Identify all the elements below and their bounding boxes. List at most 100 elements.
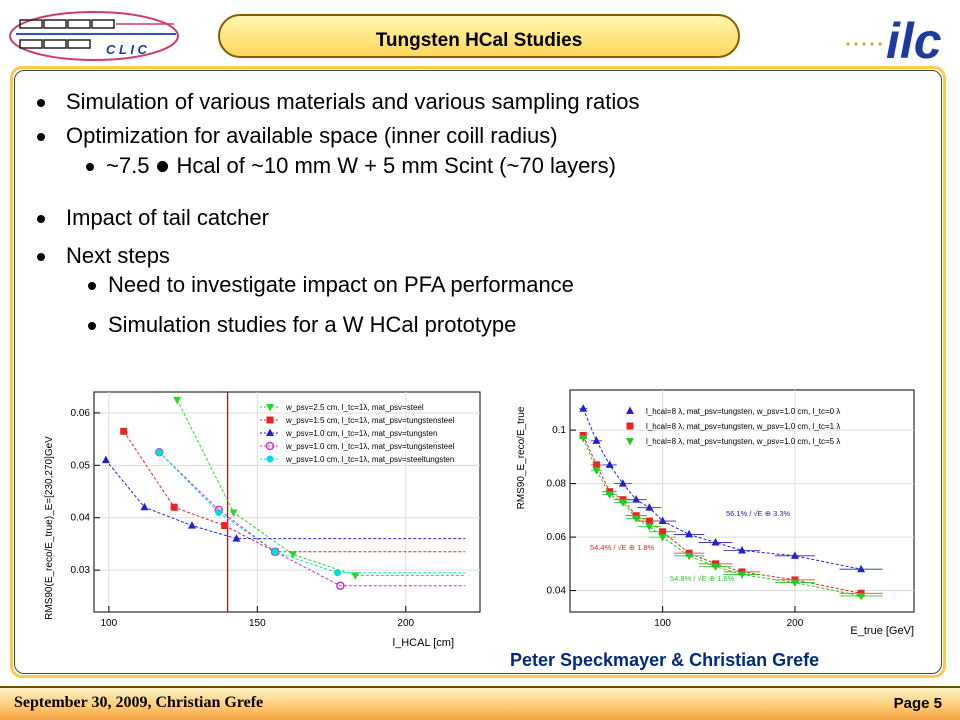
data-point bbox=[632, 515, 641, 523]
data-point bbox=[120, 427, 128, 435]
data-point bbox=[271, 548, 279, 556]
data-point bbox=[173, 396, 182, 405]
data-point bbox=[579, 404, 588, 412]
data-point bbox=[288, 551, 297, 559]
chart2-ylabel: RMS90_E_reco/E_true bbox=[516, 406, 527, 509]
x-tick-label: 200 bbox=[787, 618, 804, 629]
y-tick-label: 0.04 bbox=[547, 586, 567, 597]
data-point bbox=[215, 508, 223, 516]
x-tick-label: 200 bbox=[397, 618, 414, 629]
data-point bbox=[221, 522, 229, 530]
x-tick-label: 150 bbox=[249, 618, 266, 629]
data-point bbox=[170, 503, 178, 511]
data-point bbox=[232, 534, 241, 542]
data-point bbox=[605, 491, 614, 499]
series-line-3 bbox=[582, 437, 862, 597]
page-title: Tungsten HCal Studies bbox=[375, 30, 583, 51]
series-line-1 bbox=[176, 399, 466, 576]
data-point bbox=[632, 495, 641, 503]
x-tick-label: 100 bbox=[101, 618, 118, 629]
data-point bbox=[592, 436, 601, 444]
data-point bbox=[645, 523, 654, 531]
y-tick-label: 0.08 bbox=[547, 479, 567, 490]
bullet-simulation: Simulation of various materials and vari… bbox=[37, 89, 639, 115]
bullet-next-steps-pfa: Need to investigate impact on PFA perfor… bbox=[88, 272, 574, 298]
data-point bbox=[790, 579, 799, 588]
chart-resolution-vs-energy: 100 200 0.04 0.06 0.08 0.1 l_hcal=8 λ, mat_psv… bbox=[510, 378, 926, 640]
data-point bbox=[101, 455, 110, 464]
data-point bbox=[618, 479, 627, 487]
data-point bbox=[140, 502, 149, 511]
data-point bbox=[579, 435, 588, 443]
data-point bbox=[857, 564, 866, 573]
data-point bbox=[685, 552, 694, 561]
legend-label: w_psv=1.0 cm, l_tc=1λ, mat_psv=tungsten bbox=[285, 429, 437, 438]
ilc-logo: ilc bbox=[846, 13, 942, 66]
fit-annotation: 54.8% / √E ⊕ 1.6% bbox=[670, 574, 735, 583]
legend-marker bbox=[266, 428, 274, 436]
data-point bbox=[790, 551, 799, 559]
y-tick-label: 0.03 bbox=[71, 565, 91, 576]
chart1-ylabel: RMS90(E_reco/E_true)_E=[230,270]GeV bbox=[44, 436, 55, 620]
data-point bbox=[738, 571, 746, 580]
fit-annotation: 56.1% / √E ⊕ 3.3% bbox=[726, 509, 791, 518]
title-bar: Tungsten HCal Studies bbox=[218, 14, 740, 58]
legend-label: w_psv=1.0 cm, l_tc=1λ, mat_psv=tungstens… bbox=[285, 442, 455, 451]
clic-logo-text: C L I C bbox=[106, 42, 148, 57]
data-point bbox=[592, 461, 600, 469]
data-point bbox=[711, 563, 720, 572]
data-point bbox=[351, 572, 360, 580]
legend-label: l_hcal=8 λ, mat_psv=tungsten, w_psv=1.0 … bbox=[646, 422, 840, 431]
data-point bbox=[229, 509, 238, 517]
ilc-logo-text: ilc bbox=[886, 13, 942, 66]
footer-date-author: September 30, 2009, Christian Grefe bbox=[14, 694, 264, 711]
data-point bbox=[618, 499, 627, 507]
bullet-optimization: Optimization for available space (inner … bbox=[37, 123, 558, 149]
page-number: Page 5 bbox=[893, 695, 942, 712]
y-tick-label: 0.05 bbox=[71, 460, 91, 471]
y-tick-label: 0.06 bbox=[71, 408, 91, 419]
legend-marker bbox=[266, 404, 274, 412]
series-line-4 bbox=[158, 451, 466, 587]
legend-marker bbox=[626, 406, 634, 414]
data-point bbox=[336, 581, 345, 591]
footer-bar: September 30, 2009, Christian Grefe Page… bbox=[0, 686, 960, 720]
data-point bbox=[155, 448, 163, 456]
series-line-1 bbox=[582, 408, 862, 570]
data-point bbox=[738, 545, 746, 554]
x-tick-label: 100 bbox=[654, 618, 671, 629]
legend-label: w_psv=1.0 cm, l_tc=1λ, mat_psv=steeltung… bbox=[285, 455, 454, 464]
legend-label: w_psv=2.5 cm, l_tc=1λ, mat_psv=steel bbox=[285, 403, 424, 412]
bullet-tail-catcher: Impact of tail catcher bbox=[37, 205, 269, 231]
bullet-optimization-sub: ~7.5 Hcal of ~10 mm W + 5 mm Scint (~70 l… bbox=[86, 153, 616, 179]
content-inner-frame bbox=[14, 70, 942, 674]
legend-label: w_psv=1.5 cm, l_tc=1λ, mat_psv=tungstens… bbox=[285, 416, 455, 425]
data-point bbox=[659, 528, 667, 536]
y-tick-label: 0.1 bbox=[552, 425, 566, 436]
legend-marker bbox=[626, 438, 634, 446]
chart1-xlabel: l_HCAL [cm] bbox=[393, 637, 454, 649]
fit-annotation: 54.4% / √E ⊕ 1.8% bbox=[590, 543, 655, 552]
legend-label: l_hcal=8 λ, mat_psv=tungsten, w_psv=1.0 … bbox=[646, 437, 840, 446]
author-credits: Peter Speckmayer & Christian Grefe bbox=[510, 650, 820, 670]
y-tick-label: 0.06 bbox=[547, 532, 567, 543]
data-point bbox=[685, 529, 694, 538]
data-point bbox=[658, 516, 667, 525]
plot-frame bbox=[93, 391, 481, 613]
data-point bbox=[711, 537, 720, 546]
data-point bbox=[333, 569, 341, 577]
series-line-2 bbox=[123, 431, 466, 553]
data-point bbox=[857, 592, 866, 601]
legend-marker bbox=[626, 422, 634, 430]
bullet-next-steps: Next steps bbox=[37, 243, 170, 269]
data-point bbox=[605, 460, 614, 468]
data-point bbox=[645, 503, 654, 511]
series-line-5 bbox=[158, 451, 466, 574]
chart2-xlabel: E_true [GeV] bbox=[850, 625, 914, 637]
chart-resolution-vs-hcal-length: 100 150 200 0.03 0.04 0.05 0.06 w_psv=2.5 cm, l… bbox=[34, 378, 482, 654]
data-point bbox=[645, 517, 653, 525]
clic-logo: C L I C bbox=[9, 11, 179, 61]
y-tick-label: 0.04 bbox=[71, 513, 91, 524]
bullet-next-steps-prototype: Simulation studies for a W HCal prototyp… bbox=[88, 312, 516, 338]
data-point bbox=[592, 467, 601, 475]
